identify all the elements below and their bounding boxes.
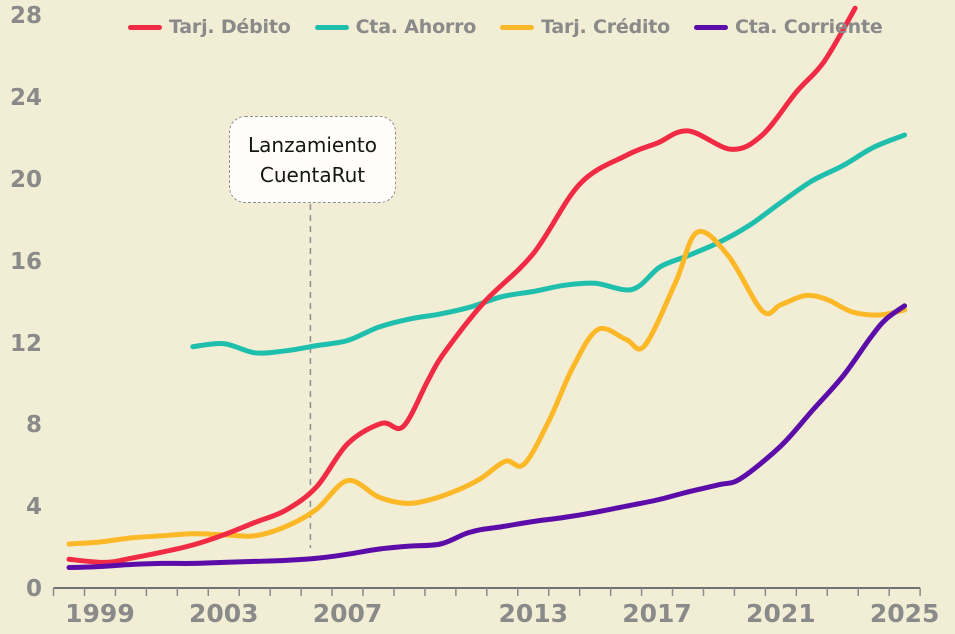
series-line-tarj-credito xyxy=(66,228,908,547)
annotation-cuentarut: Lanzamiento CuentaRut xyxy=(229,116,396,203)
y-axis-label-8: 8 xyxy=(25,412,42,439)
series-line-cta-ahorro xyxy=(190,132,908,356)
legend-swatch-tarj-debito xyxy=(128,24,162,30)
legend-item-tarj-credito: Tarj. Crédito xyxy=(500,16,670,38)
y-axis-label-20: 20 xyxy=(9,167,42,193)
legend-label-tarj-debito: Tarj. Débito xyxy=(169,16,291,38)
x-axis-label-2013: 2013 xyxy=(498,599,569,628)
x-axis-label-2017: 2017 xyxy=(622,599,692,628)
legend-item-cta-corriente: Cta. Corriente xyxy=(694,16,883,38)
legend-item-tarj-debito: Tarj. Débito xyxy=(128,16,291,38)
y-axis-label-28: 28 xyxy=(9,3,42,30)
legend-swatch-cta-ahorro xyxy=(314,24,349,30)
legend-label-cta-ahorro: Cta. Ahorro xyxy=(355,16,477,38)
x-axis-label-2003: 2003 xyxy=(188,599,259,628)
x-axis-label-1999: 1999 xyxy=(65,599,135,628)
x-axis-label-2007: 2007 xyxy=(312,599,383,628)
series-line-tarj-debito xyxy=(66,5,858,565)
y-axis-label-24: 24 xyxy=(9,85,42,112)
x-axis-label-2021: 2021 xyxy=(746,599,816,628)
annotation-line-1: Lanzamiento xyxy=(248,133,377,157)
legend-label-tarj-credito: Tarj. Crédito xyxy=(541,16,671,38)
y-axis-label-16: 16 xyxy=(9,248,42,275)
legend-item-cta-ahorro: Cta. Ahorro xyxy=(314,16,477,38)
y-axis-label-4: 4 xyxy=(25,494,42,521)
y-axis-label-12: 12 xyxy=(9,330,42,357)
series-line-cta-corriente xyxy=(66,303,908,570)
legend: Tarj. Débito Cta. Ahorro Tarj. Crédito C… xyxy=(128,16,883,38)
x-axis-label-2025: 2025 xyxy=(869,599,940,628)
legend-swatch-tarj-credito xyxy=(500,24,535,30)
legend-label-cta-corriente: Cta. Corriente xyxy=(735,16,883,38)
y-axis-label-0: 0 xyxy=(25,576,42,602)
annotation-line-2: CuentaRut xyxy=(259,163,366,187)
legend-swatch-cta-corriente xyxy=(694,24,729,30)
